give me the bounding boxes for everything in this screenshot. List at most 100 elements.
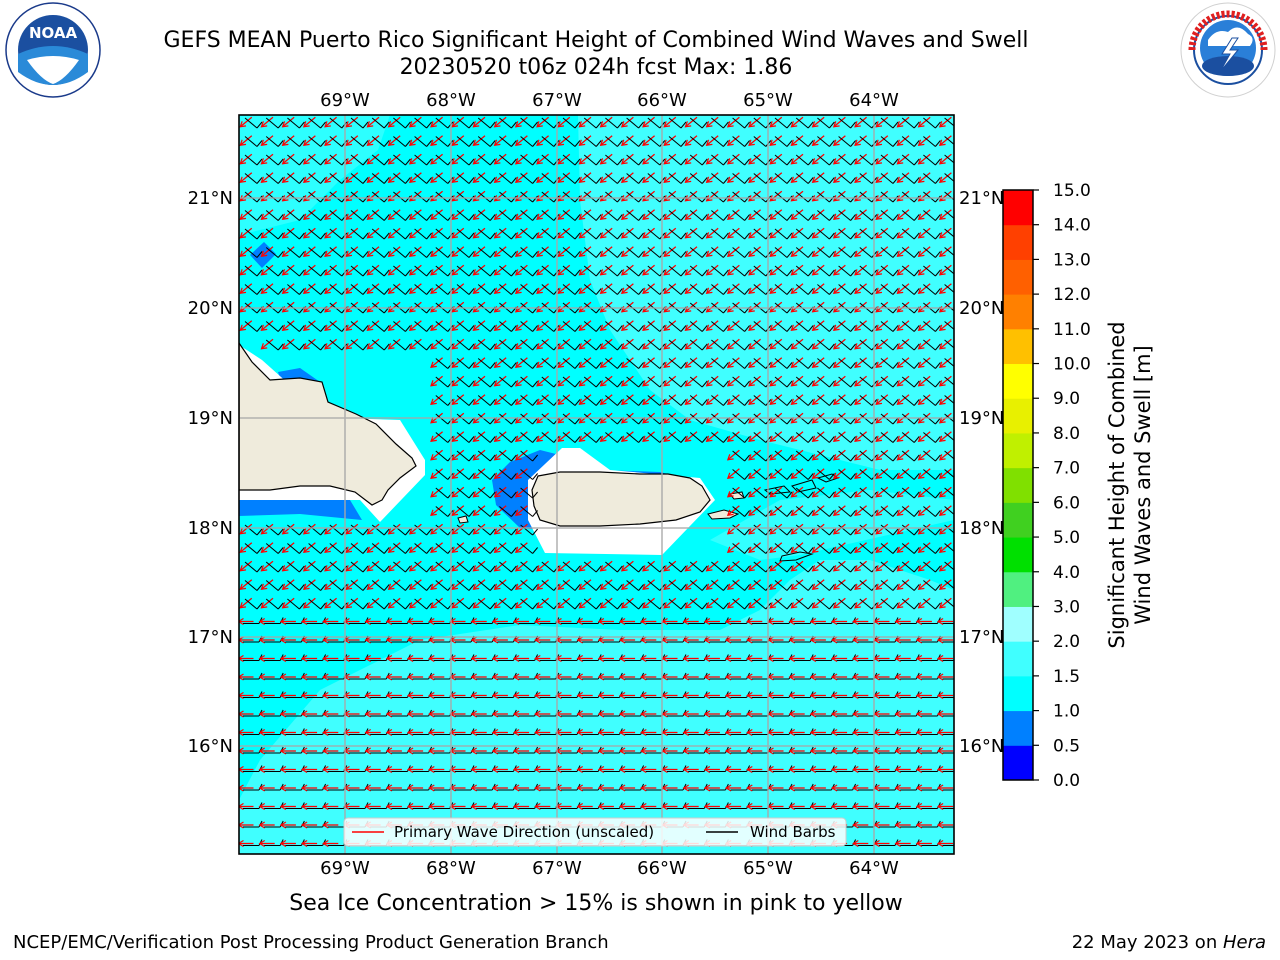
wave-direction-arrow: [939, 505, 952, 516]
wind-barb: [668, 173, 687, 184]
wave-direction-arrowhead: [578, 398, 586, 406]
wave-direction-arrowhead: [324, 121, 331, 128]
wave-direction-arrowhead: [300, 654, 308, 663]
wind-barb: [774, 358, 793, 369]
wind-barb: [562, 154, 581, 166]
lon-label: 67°W: [532, 90, 582, 111]
wave-direction-arrowhead: [790, 546, 798, 554]
wave-direction-arrow: [875, 579, 889, 590]
wave-direction-arrow: [451, 172, 465, 183]
wave-direction-arrowhead: [239, 765, 244, 774]
wave-direction-arrow: [833, 449, 846, 461]
wave-direction-arrowhead: [472, 435, 480, 443]
wind-barb: [817, 598, 835, 610]
wind-barb: [265, 524, 284, 536]
wind-barb: [626, 265, 644, 277]
wave-direction-arrowhead: [642, 213, 649, 221]
wave-direction-arrow: [918, 116, 931, 128]
wave-direction-arrow: [536, 190, 549, 202]
colorbar-label-line1: Significant Height of Combined: [1105, 321, 1129, 648]
wave-direction-arrowhead: [385, 654, 393, 663]
wave-direction-arrowhead: [854, 176, 861, 184]
wave-direction-arrow: [812, 394, 825, 405]
wave-direction-arrow: [791, 338, 804, 350]
wave-direction-arrowhead: [281, 602, 289, 609]
wave-direction-arrowhead: [451, 583, 459, 591]
wind-barb: [414, 598, 432, 610]
wave-direction-arrowhead: [832, 491, 840, 498]
wave-direction-arrow: [939, 153, 952, 165]
wave-direction-arrowhead: [620, 269, 628, 276]
wave-direction-arrowhead: [281, 583, 289, 591]
wave-direction-arrowhead: [832, 269, 840, 276]
wave-direction-arrow: [303, 283, 316, 294]
wave-direction-arrowhead: [279, 821, 287, 829]
wave-direction-arrowhead: [852, 617, 859, 626]
wave-direction-arrow: [430, 468, 443, 479]
wind-barb: [689, 173, 708, 184]
wind-barb: [732, 598, 750, 610]
wave-direction-arrow: [727, 375, 740, 387]
wind-barb: [414, 265, 432, 277]
wind-barb: [817, 450, 835, 462]
wave-direction-arrow: [875, 338, 889, 350]
wave-direction-arrowhead: [345, 176, 353, 184]
wave-direction-arrowhead: [576, 691, 584, 700]
wave-direction-arrowhead: [472, 417, 480, 424]
wind-barb: [244, 191, 263, 203]
wave-direction-arrowhead: [536, 565, 543, 572]
wave-direction-arrow: [536, 560, 549, 572]
wave-direction-arrow: [875, 394, 889, 405]
wave-direction-arrow: [727, 135, 740, 146]
colorbar-tick-label: 3.0: [1053, 597, 1080, 617]
wind-barb: [287, 580, 305, 591]
wave-direction-arrowhead: [536, 213, 543, 221]
wave-direction-arrowhead: [239, 195, 247, 202]
wind-barb: [901, 191, 920, 203]
wave-direction-arrowhead: [640, 710, 647, 718]
wind-barb: [668, 432, 687, 443]
wave-direction-arrow: [727, 542, 740, 553]
wave-direction-arrowhead: [322, 765, 329, 774]
wind-barb: [414, 321, 432, 332]
wave-direction-arrowhead: [470, 747, 478, 755]
wave-direction-arrowhead: [663, 417, 671, 424]
wind-barb: [923, 487, 941, 499]
wave-direction-arrowhead: [324, 602, 331, 609]
wave-direction-arrowhead: [832, 472, 840, 480]
wave-direction-arrowhead: [938, 195, 946, 202]
wave-direction-arrow: [367, 153, 380, 165]
wave-direction-arrow: [579, 153, 592, 165]
lon-label: 69°W: [320, 858, 370, 879]
wind-barb: [499, 265, 517, 277]
wave-direction-arrowhead: [281, 158, 289, 165]
lon-label: 66°W: [637, 90, 687, 111]
wave-direction-arrow: [282, 560, 295, 572]
wind-barb: [477, 265, 496, 277]
wave-direction-arrowhead: [917, 454, 925, 461]
wave-direction-arrowhead: [491, 765, 499, 774]
wave-direction-arrow: [812, 597, 825, 609]
wave-direction-arrowhead: [936, 802, 944, 811]
wave-direction-arrow: [642, 246, 655, 257]
wave-direction-arrowhead: [620, 195, 628, 202]
wave-direction-arrowhead: [788, 765, 796, 774]
wave-direction-arrow: [833, 431, 846, 442]
wave-direction-arrowhead: [642, 435, 649, 443]
wave-direction-arrowhead: [430, 509, 437, 517]
wave-direction-arrowhead: [748, 565, 755, 572]
wave-direction-arrow: [388, 264, 401, 276]
wind-barb: [942, 697, 954, 698]
wind-barb: [308, 210, 326, 221]
wave-direction-arrow: [939, 227, 952, 239]
wave-direction-arrow: [239, 135, 253, 146]
wave-direction-arrow: [769, 135, 783, 146]
wind-barb: [817, 506, 835, 517]
wave-direction-arrow: [536, 597, 549, 609]
wind-barb: [817, 228, 835, 240]
wave-direction-arrow: [409, 320, 422, 331]
wave-direction-arrow: [727, 394, 740, 405]
wave-direction-arrowhead: [512, 765, 520, 774]
wave-direction-arrow: [854, 190, 867, 202]
wind-barb: [795, 339, 814, 351]
